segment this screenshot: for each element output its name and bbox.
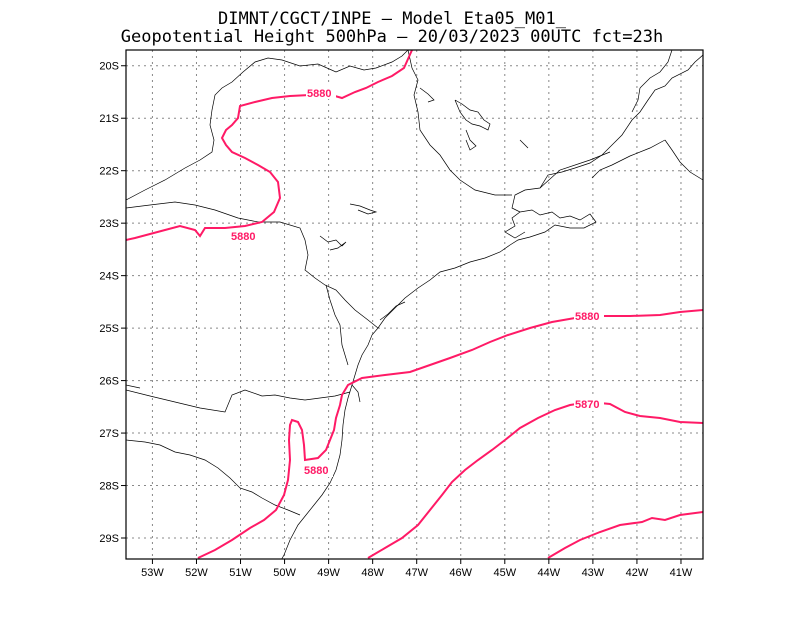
y-tick-label: 25S xyxy=(99,323,119,335)
contour-labels: 5880 5880 5880 5880 5870 xyxy=(230,86,604,477)
x-tick-label: 51W xyxy=(229,567,252,579)
y-tick-label: 24S xyxy=(99,271,119,283)
x-tick-label: 53W xyxy=(141,567,164,579)
x-tick-label: 42W xyxy=(626,567,649,579)
y-tick-label: 23S xyxy=(99,218,119,230)
axis-ticks: 53W 52W 51W 50W 49W 48W 47W 46W 45W 44W 43W 42W 41W 2… xyxy=(99,61,692,579)
contour-label: 5880 xyxy=(304,465,328,477)
contour-line-5880-southwest xyxy=(197,309,703,559)
x-tick-label: 41W xyxy=(670,567,693,579)
contour-label: 5880 xyxy=(307,88,331,100)
contour-label: 5870 xyxy=(575,399,599,411)
y-tick-label: 29S xyxy=(99,533,119,545)
x-tick-label: 43W xyxy=(582,567,605,579)
contour-label: 5880 xyxy=(575,311,599,323)
x-tick-label: 47W xyxy=(405,567,428,579)
x-tick-label: 50W xyxy=(273,567,296,579)
y-tick-label: 22S xyxy=(99,166,119,178)
y-tick-label: 21S xyxy=(99,113,119,125)
coastline-and-borders xyxy=(126,50,703,559)
x-tick-label: 49W xyxy=(317,567,340,579)
x-tick-label: 45W xyxy=(493,567,516,579)
plot-frame xyxy=(125,49,704,560)
x-tick-label: 48W xyxy=(361,567,384,579)
y-tick-label: 27S xyxy=(99,428,119,440)
contour-line-5870-southeast xyxy=(367,400,703,559)
contour-line-southeast-corner xyxy=(547,511,703,559)
contour-line-5880-north xyxy=(126,50,413,241)
y-tick-label: 28S xyxy=(99,481,119,493)
chart-title-line2: Geopotential Height 500hPa – 20/03/2023 … xyxy=(120,27,664,47)
x-tick-label: 44W xyxy=(538,567,561,579)
x-tick-label: 46W xyxy=(449,567,472,579)
contour-lines xyxy=(126,50,703,559)
contour-label: 5880 xyxy=(231,231,255,243)
chart-title-line1: DIMNT/CGCT/INPE – Model Eta05_M01_ xyxy=(218,9,566,29)
y-tick-label: 20S xyxy=(99,61,119,73)
state-border xyxy=(126,50,409,201)
y-tick-label: 26S xyxy=(99,376,119,388)
x-tick-label: 52W xyxy=(185,567,208,579)
graticule xyxy=(126,50,703,559)
